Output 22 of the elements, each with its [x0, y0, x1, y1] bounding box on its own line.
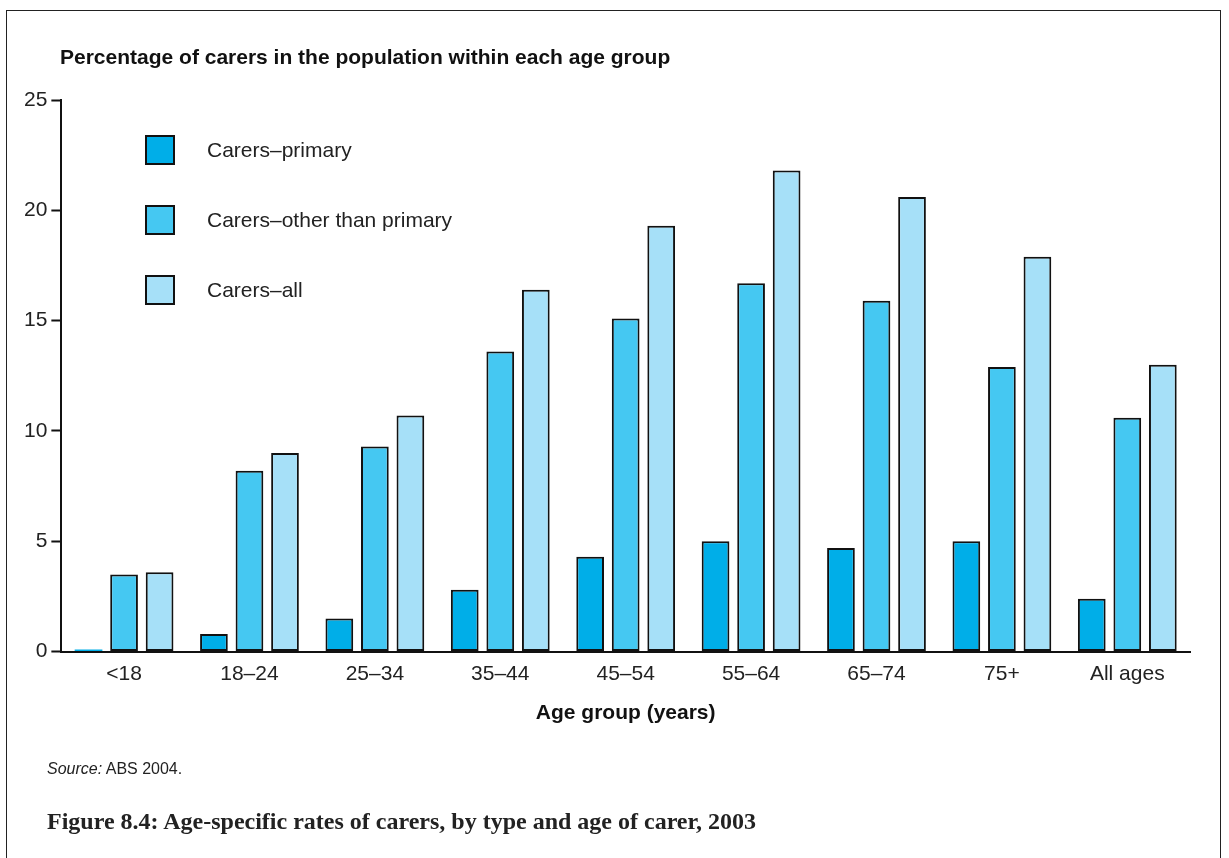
- x-tick-label: 25–34: [345, 661, 405, 684]
- x-tick-label: 45–54: [596, 661, 656, 684]
- x-tick-label: 65–74: [847, 661, 906, 684]
- y-axis-title: Percentage of carers in the population within each age group: [60, 45, 671, 69]
- x-axis-title: Age group (years): [535, 700, 716, 724]
- source-note: Source: ABS 2004.: [47, 760, 183, 778]
- x-tick-label: <18: [106, 661, 142, 684]
- y-tick-label: 15: [24, 307, 48, 331]
- y-tick-label: 25: [24, 86, 48, 110]
- y-tick-label: 10: [24, 417, 48, 441]
- y-tick-label: 0: [35, 638, 48, 662]
- x-tick-label: 55–64: [721, 661, 781, 684]
- x-tick-label: All ages: [1089, 661, 1165, 684]
- x-tick-label: 35–44: [471, 661, 530, 684]
- text: Figure 8.4: Age-specific rates of carers, by type and age of carer, 2003: [47, 808, 756, 835]
- y-tick-label: 5: [35, 528, 48, 552]
- x-tick-label: 75+: [984, 661, 1020, 684]
- x-tick-label: 18–24: [220, 661, 279, 684]
- legend-label: Carers–primary: [207, 138, 352, 162]
- y-tick-label: 20: [24, 197, 48, 221]
- legend-label: Carers–other than primary: [207, 208, 453, 232]
- legend-label: Carers–all: [207, 278, 303, 302]
